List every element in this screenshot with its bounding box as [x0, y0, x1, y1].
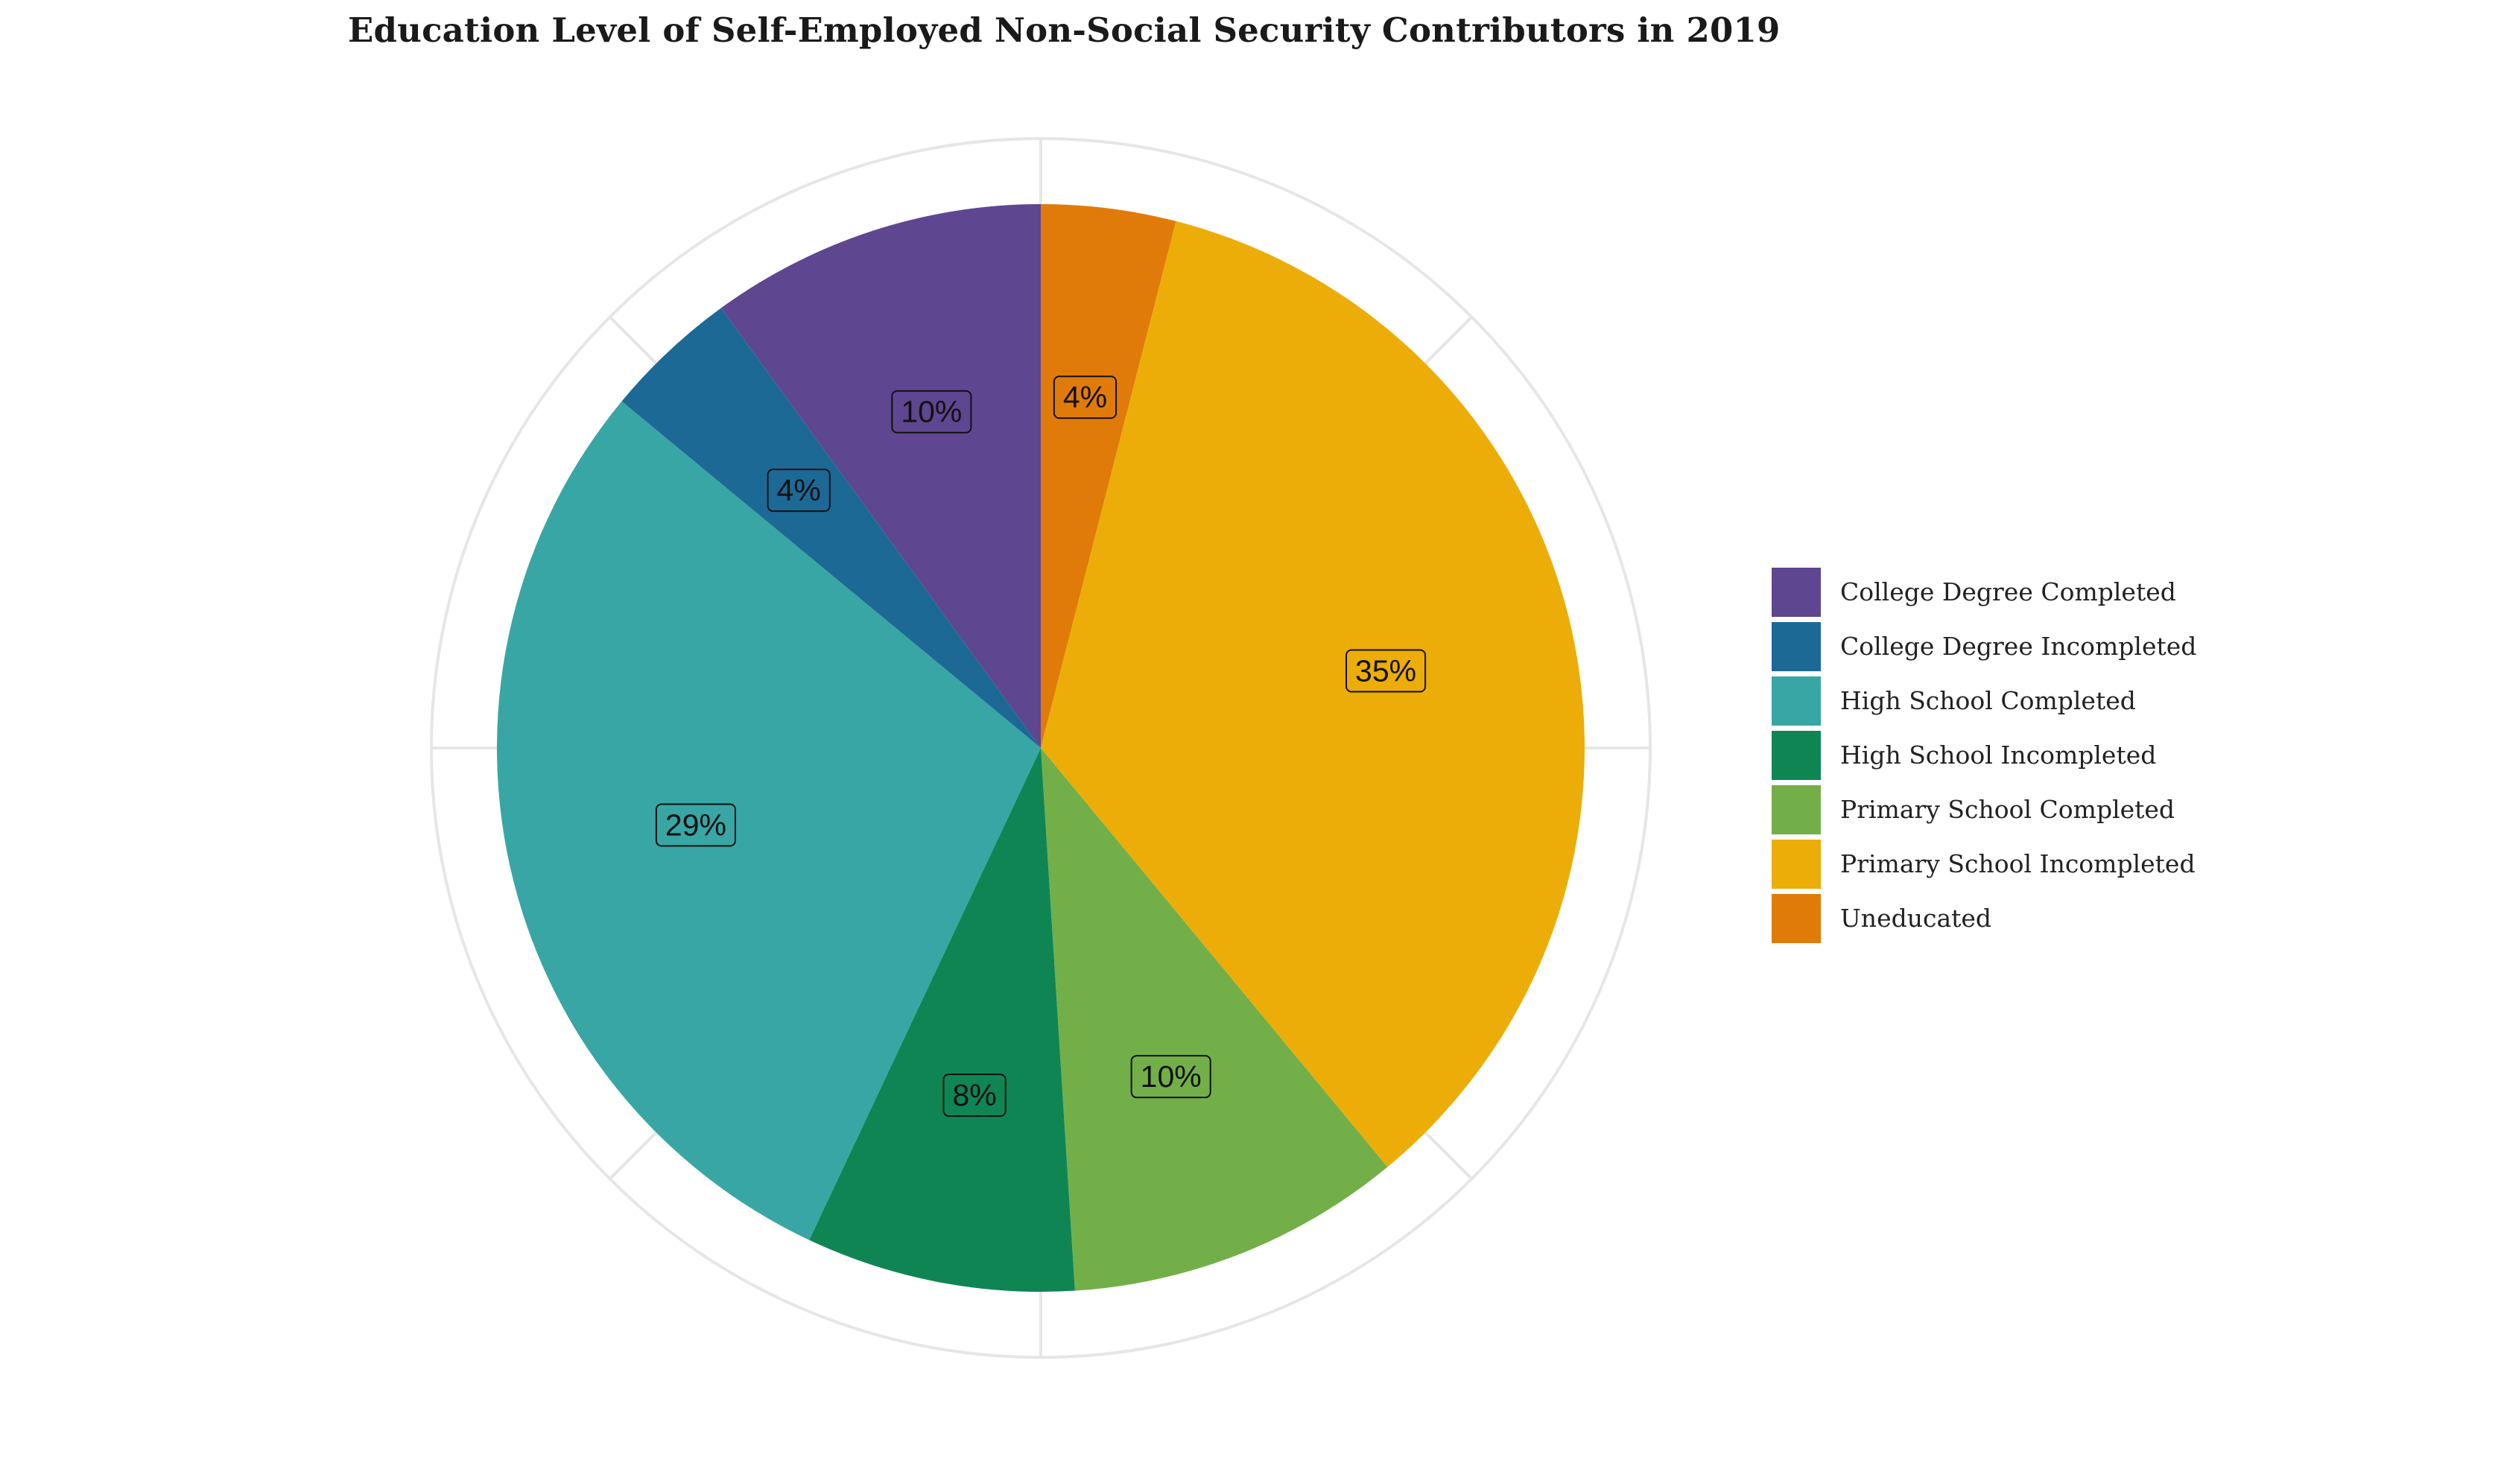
slice-label: 10%	[891, 390, 972, 434]
slice-label-box	[767, 469, 831, 513]
legend-item: High School Incompleted	[1772, 731, 2293, 781]
legend-swatch	[1772, 622, 1821, 671]
slice-label-box	[1345, 649, 1427, 693]
legend-swatch	[1772, 676, 1821, 726]
slice-label: 35%	[1345, 649, 1427, 693]
slice-label-box	[942, 1074, 1007, 1117]
legend-item: Primary School Incompleted	[1772, 840, 2293, 890]
legend-swatch	[1772, 840, 1821, 889]
legend-item: High School Completed	[1772, 676, 2293, 727]
legend-swatch	[1772, 731, 1821, 780]
pie-slice-uneducated	[1041, 204, 1176, 748]
pie-slice-college-degree-completed	[720, 204, 1041, 748]
legend-swatch	[1772, 785, 1821, 834]
legend-swatch	[1772, 568, 1821, 617]
slice-label-text: 4%	[777, 473, 821, 507]
slice-label-text: 4%	[1063, 380, 1107, 414]
slice-label-text: 10%	[901, 395, 962, 429]
chart-title: Education Level of Self-Employed Non-Soc…	[348, 10, 1781, 50]
legend-label: College Degree Incompleted	[1840, 632, 2197, 661]
slice-label-box	[655, 803, 736, 847]
slice-label: 8%	[942, 1074, 1007, 1117]
legend-item: Primary School Completed	[1772, 785, 2293, 836]
slice-label-text: 8%	[952, 1078, 996, 1112]
slice-label: 4%	[1053, 375, 1118, 419]
legend-swatch	[1772, 894, 1821, 943]
slice-labels: 4% 35% 10% 8% 29% 4% 10%	[655, 375, 1427, 1117]
pie-slice-primary-school-completed	[1041, 748, 1388, 1291]
slice-label-box	[891, 390, 972, 434]
slice-label-box	[1053, 375, 1118, 419]
pie-slice-primary-school-incompleted	[1041, 221, 1585, 1167]
slice-label-text: 29%	[665, 808, 726, 843]
legend-item: Uneducated	[1772, 894, 2293, 945]
pie-slices	[496, 204, 1585, 1293]
slice-label-box	[1130, 1055, 1211, 1099]
slice-label-text: 35%	[1355, 653, 1416, 688]
slice-label: 29%	[655, 803, 736, 847]
pie-slice-high-school-incompleted	[809, 748, 1075, 1293]
legend-label: College Degree Completed	[1840, 577, 2176, 606]
pie-slice-college-degree-incompleted	[621, 308, 1041, 748]
slice-label-text: 10%	[1141, 1059, 1202, 1094]
slice-label: 4%	[767, 469, 831, 513]
pie-slice-high-school-completed	[496, 401, 1041, 1240]
slice-label: 10%	[1130, 1055, 1211, 1099]
legend-label: Primary School Incompleted	[1840, 849, 2196, 878]
legend-item: College Degree Incompleted	[1772, 622, 2293, 673]
legend-label: Primary School Completed	[1840, 795, 2175, 824]
legend-item: College Degree Completed	[1772, 568, 2293, 618]
legend-label: High School Completed	[1840, 686, 2136, 715]
legend-label: Uneducated	[1840, 904, 1992, 933]
legend-label: High School Incompleted	[1840, 741, 2157, 770]
